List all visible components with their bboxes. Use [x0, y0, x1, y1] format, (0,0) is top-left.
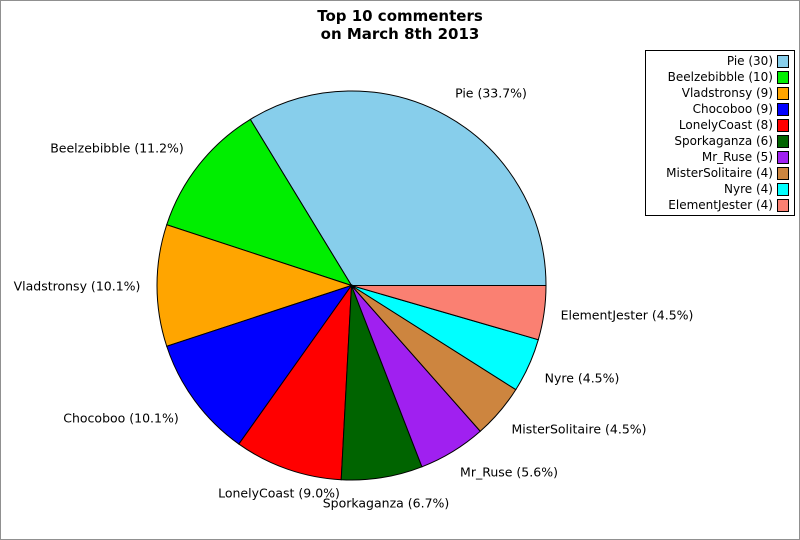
legend-label-ElementJester: ElementJester (4) — [668, 198, 773, 212]
legend-label-Sporkaganza: Sporkaganza (6) — [674, 134, 773, 148]
legend-row-MisterSolitaire: MisterSolitaire (4) — [650, 165, 789, 181]
legend-row-Sporkaganza: Sporkaganza (6) — [650, 133, 789, 149]
pie-slice-Chocoboo — [166, 284, 353, 445]
legend-label-Vladstronsy: Vladstronsy (9) — [681, 86, 773, 100]
pie-slice-ElementJester — [351, 285, 547, 341]
legend-swatch-Sporkaganza — [777, 134, 789, 148]
legend-label-LonelyCoast: LonelyCoast (8) — [678, 118, 773, 132]
legend-label-Mr_Ruse: Mr_Ruse (5) — [701, 150, 773, 164]
pie-slice-Vladstronsy — [156, 224, 354, 347]
chart-title: Top 10 commenters on March 8th 2013 — [1, 7, 799, 43]
slice-label-Mr_Ruse: Mr_Ruse (5.6%) — [460, 464, 558, 480]
slice-label-Beelzebibble: Beelzebibble (11.2%) — [50, 140, 184, 156]
chart-title-line2: on March 8th 2013 — [320, 25, 480, 43]
legend-swatch-LonelyCoast — [777, 118, 789, 132]
pie-slice-Pie — [249, 90, 547, 286]
legend-row-LonelyCoast: LonelyCoast (8) — [650, 117, 789, 133]
legend-swatch-Beelzebibble — [777, 70, 789, 84]
legend-row-Chocoboo: Chocoboo (9) — [650, 101, 789, 117]
legend: Pie (30) Beelzebibble (10) Vladstronsy (9)… — [645, 50, 795, 216]
legend-swatch-ElementJester — [777, 198, 789, 212]
legend-swatch-Mr_Ruse — [777, 150, 789, 164]
legend-row-Mr_Ruse: Mr_Ruse (5) — [650, 149, 789, 165]
legend-swatch-Chocoboo — [777, 102, 789, 116]
legend-row-ElementJester: ElementJester (4) — [650, 197, 789, 213]
slice-label-ElementJester: ElementJester (4.5%) — [560, 307, 694, 323]
legend-row-Pie: Pie (30) — [650, 53, 789, 69]
slice-label-MisterSolitaire: MisterSolitaire (4.5%) — [511, 421, 647, 437]
slice-label-Chocoboo: Chocoboo (10.1%) — [63, 410, 179, 426]
slice-label-Sporkaganza: Sporkaganza (6.7%) — [322, 495, 450, 511]
slice-label-Pie: Pie (33.7%) — [455, 85, 527, 101]
legend-label-Chocoboo: Chocoboo (9) — [692, 102, 773, 116]
legend-swatch-Nyre — [777, 182, 789, 196]
pie-slice-Beelzebibble — [166, 118, 353, 287]
slice-label-LonelyCoast: LonelyCoast (9.0%) — [218, 485, 340, 501]
chart-title-line1: Top 10 commenters — [317, 7, 483, 25]
legend-swatch-Vladstronsy — [777, 86, 789, 100]
legend-row-Vladstronsy: Vladstronsy (9) — [650, 85, 789, 101]
legend-row-Nyre: Nyre (4) — [650, 181, 789, 197]
legend-label-Beelzebibble: Beelzebibble (10) — [667, 70, 773, 84]
legend-label-Pie: Pie (30) — [726, 54, 773, 68]
legend-label-MisterSolitaire: MisterSolitaire (4) — [666, 166, 773, 180]
slice-label-Nyre: Nyre (4.5%) — [544, 370, 620, 386]
pie-slice-LonelyCoast — [238, 283, 353, 481]
legend-label-Nyre: Nyre (4) — [724, 182, 773, 196]
legend-swatch-MisterSolitaire — [777, 166, 789, 180]
slice-label-Vladstronsy: Vladstronsy (10.1%) — [13, 278, 141, 294]
legend-row-Beelzebibble: Beelzebibble (10) — [650, 69, 789, 85]
legend-swatch-Pie — [777, 54, 789, 68]
